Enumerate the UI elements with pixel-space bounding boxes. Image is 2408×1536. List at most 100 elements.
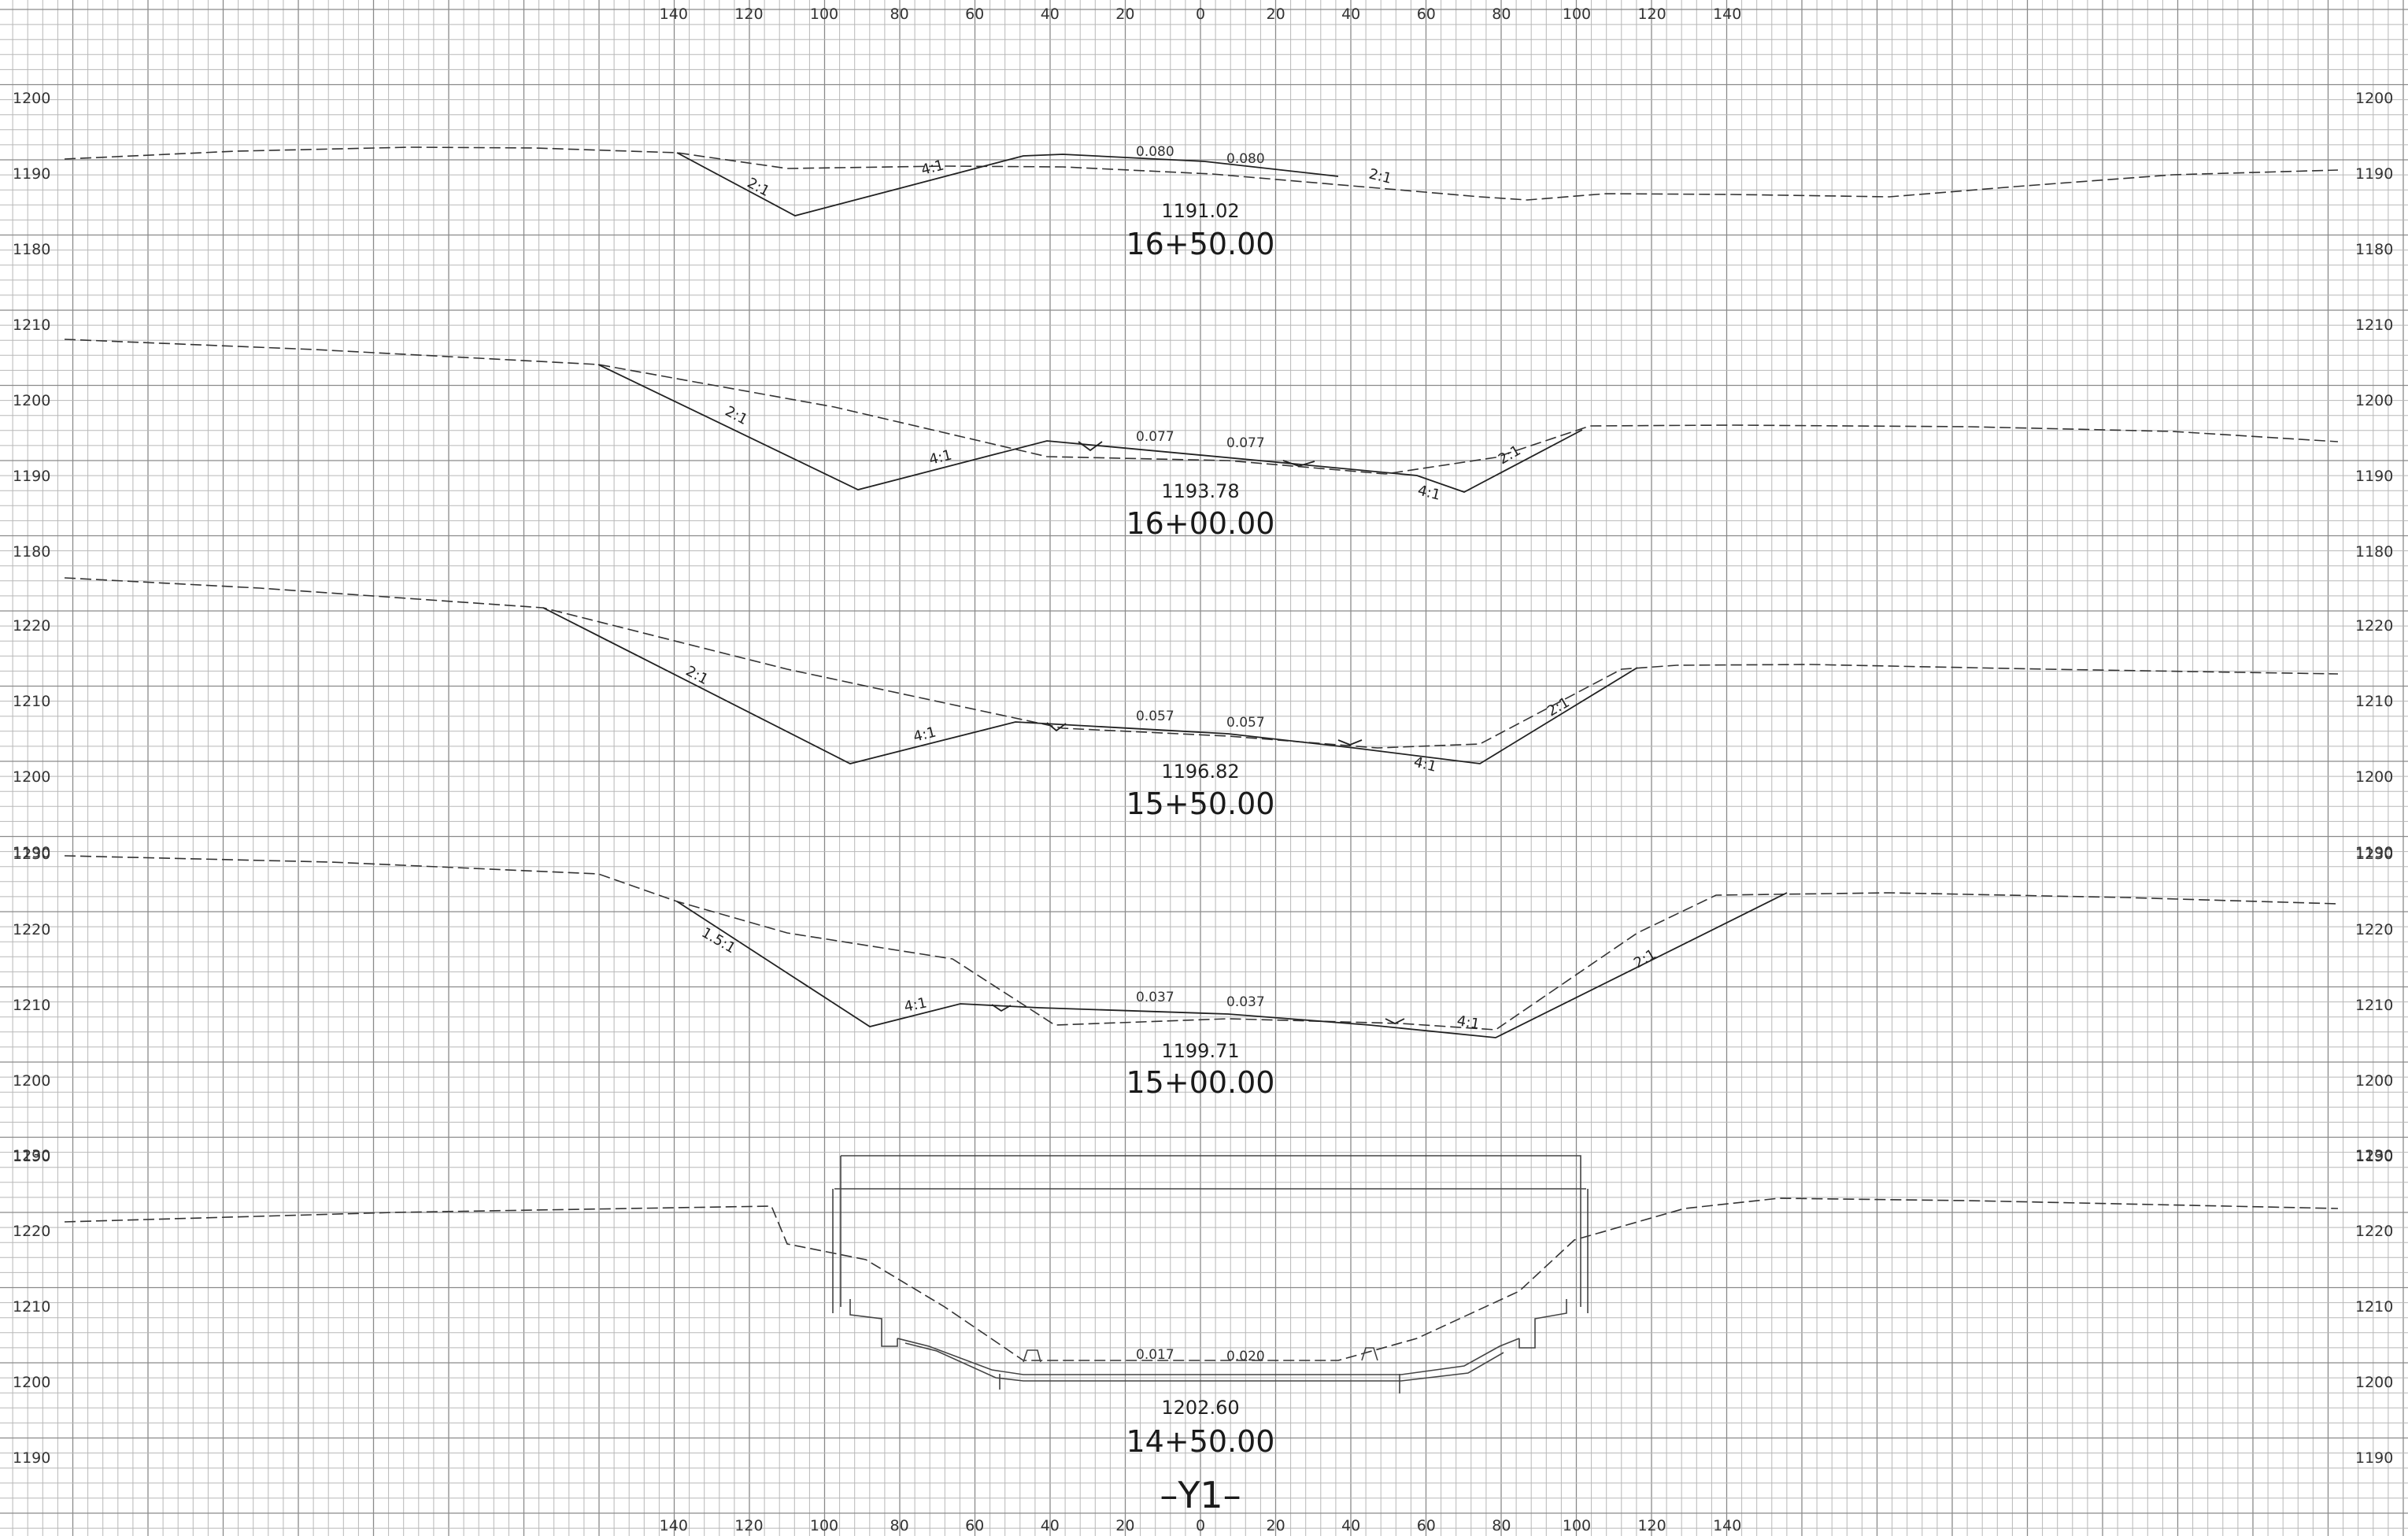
elevation-tick-label: 1200 [13, 1072, 50, 1090]
elevation-tick-label: 1200 [2355, 1072, 2393, 1090]
offset-tick-label: 40 [1041, 1517, 1060, 1534]
centerline-elevation: 1202.60 [1161, 1397, 1239, 1419]
station-label: 15+00.00 [1126, 1065, 1275, 1100]
centerline-elevation: 1196.82 [1161, 761, 1239, 783]
elevation-tick-label: 1230 [2355, 846, 2393, 863]
elevation-tick-label: 1210 [13, 1298, 50, 1316]
elevation-tick-label: 1200 [2355, 90, 2393, 107]
offset-tick-label: 140 [1713, 1517, 1741, 1534]
side-slope-label: 4:1 [1416, 482, 1442, 503]
elevation-tick-label: 1200 [2355, 1374, 2393, 1391]
offset-tick-label: 40 [1341, 1517, 1360, 1534]
elevation-tick-label: 1220 [2355, 1223, 2393, 1240]
side-slope-label: 2:1 [723, 403, 750, 428]
elevation-tick-label: 1200 [2355, 392, 2393, 409]
offset-tick-label: 100 [810, 6, 838, 23]
offset-tick-label: 60 [1417, 6, 1436, 23]
elevation-tick-label: 1180 [13, 543, 50, 561]
offset-tick-label: 140 [660, 1517, 688, 1534]
section-15-50: 2:1 4:1 4:1 2:1 0.057 0.057 1196.82 15+5… [64, 577, 2339, 821]
elevation-tick-label: 1200 [13, 1374, 50, 1391]
cross-slope-label: 0.080 [1226, 151, 1265, 167]
station-label: 16+50.00 [1126, 227, 1275, 261]
elevation-tick-label: 1180 [2355, 543, 2393, 561]
pier-outline [999, 1347, 1400, 1394]
offset-tick-label: 60 [1417, 1517, 1436, 1534]
elevation-tick-label: 1220 [13, 921, 50, 938]
offset-tick-label: 120 [1637, 6, 1666, 23]
offset-tick-label: 140 [660, 6, 688, 23]
elevation-tick-label: 1220 [13, 617, 50, 635]
offset-tick-label: 80 [1492, 1517, 1511, 1534]
cross-slope-label: 0.017 [1136, 1347, 1174, 1363]
elevation-tick-label: 1190 [2355, 844, 2393, 861]
offset-tick-label: 140 [1713, 6, 1741, 23]
offset-tick-label: 80 [1492, 6, 1511, 23]
elevation-tick-label: 1190 [2355, 1449, 2393, 1467]
offset-tick-label: 120 [1637, 1517, 1666, 1534]
section-16-00: 2:1 4:1 4:1 2:1 0.077 0.077 1193.78 16+0… [64, 339, 2339, 541]
offset-tick-label: 40 [1341, 6, 1360, 23]
alignment-title: –Y1– [1160, 1474, 1241, 1516]
elevation-tick-label: 1190 [13, 1148, 50, 1165]
elevation-tick-label: 1190 [13, 165, 50, 183]
existing-ground-line [64, 146, 2339, 201]
existing-ground-line [64, 339, 2339, 475]
elevation-tick-label: 1190 [2355, 1148, 2393, 1165]
elevation-tick-label: 1190 [13, 1449, 50, 1467]
cross-slope-label: 0.077 [1226, 435, 1265, 451]
bridge-deck-outline [832, 1155, 1589, 1313]
elevation-tick-label: 1190 [13, 468, 50, 485]
existing-ground-line [64, 855, 2339, 1031]
station-label: 15+50.00 [1126, 787, 1275, 821]
offset-tick-label: 80 [890, 1517, 909, 1534]
offset-tick-label: 20 [1115, 6, 1134, 23]
elevation-tick-label: 1210 [13, 693, 50, 710]
elevation-tick-label: 1210 [2355, 316, 2393, 334]
station-label: 16+00.00 [1126, 506, 1275, 541]
bridge-abutment-outline [849, 1299, 1567, 1349]
elevation-tick-label: 1210 [2355, 693, 2393, 710]
station-label: 14+50.00 [1126, 1424, 1275, 1459]
offset-tick-label: 20 [1115, 1517, 1134, 1534]
cross-slope-label: 0.020 [1226, 1349, 1265, 1364]
elevation-tick-label: 1210 [13, 997, 50, 1014]
offset-tick-label: 20 [1267, 1517, 1285, 1534]
elevation-tick-label: 1190 [2355, 468, 2393, 485]
elevation-tick-label: 1200 [2355, 768, 2393, 786]
cross-slope-label: 0.057 [1136, 709, 1174, 724]
elevation-tick-label: 1190 [2355, 165, 2393, 183]
elevation-tick-label: 1210 [2355, 1298, 2393, 1316]
elevation-tick-label: 1230 [2355, 1147, 2393, 1164]
elevation-tick-label: 1180 [2355, 241, 2393, 258]
elevation-tick-label: 1230 [13, 1147, 50, 1164]
centerline-elevation: 1193.78 [1161, 480, 1239, 502]
elevation-axis-right: 1200 1190 1180 1210 1200 1190 1180 1220 1210 1200… [2355, 90, 2393, 1467]
offset-tick-label: 100 [810, 1517, 838, 1534]
elevation-tick-label: 1200 [13, 768, 50, 786]
section-15-00: 1.5:1 4:1 4:1 2:1 0.037 0.037 1199.71 15… [64, 855, 2339, 1100]
elevation-tick-label: 1220 [13, 1223, 50, 1240]
centerline-elevation: 1191.02 [1161, 200, 1239, 222]
side-slope-label: 2:1 [683, 663, 711, 688]
cross-slope-label: 0.077 [1136, 429, 1174, 445]
cross-slope-label: 0.037 [1226, 994, 1265, 1010]
proposed-section-line [676, 892, 1788, 1038]
elevation-tick-label: 1210 [2355, 997, 2393, 1014]
offset-tick-label: 60 [965, 1517, 984, 1534]
proposed-section-line [597, 364, 1583, 493]
elevation-tick-label: 1220 [2355, 617, 2393, 635]
offset-tick-label: 100 [1563, 6, 1591, 23]
proposed-section-line [676, 152, 1339, 217]
side-slope-label: 4:1 [927, 446, 953, 468]
side-slope-label: 2:1 [1496, 442, 1524, 468]
channel-invert-outline [897, 1338, 1520, 1382]
elevation-tick-label: 1230 [13, 846, 50, 863]
existing-ground-line [64, 1197, 2339, 1361]
elevation-tick-label: 1200 [13, 90, 50, 107]
centerline-elevation: 1199.71 [1161, 1040, 1239, 1062]
offset-axis-bottom: 140 120 100 80 60 40 20 0 20 40 60 80 100 120 140 [660, 1517, 1742, 1534]
elevation-tick-label: 1180 [13, 241, 50, 258]
side-slope-label: 4:1 [1456, 1012, 1481, 1033]
